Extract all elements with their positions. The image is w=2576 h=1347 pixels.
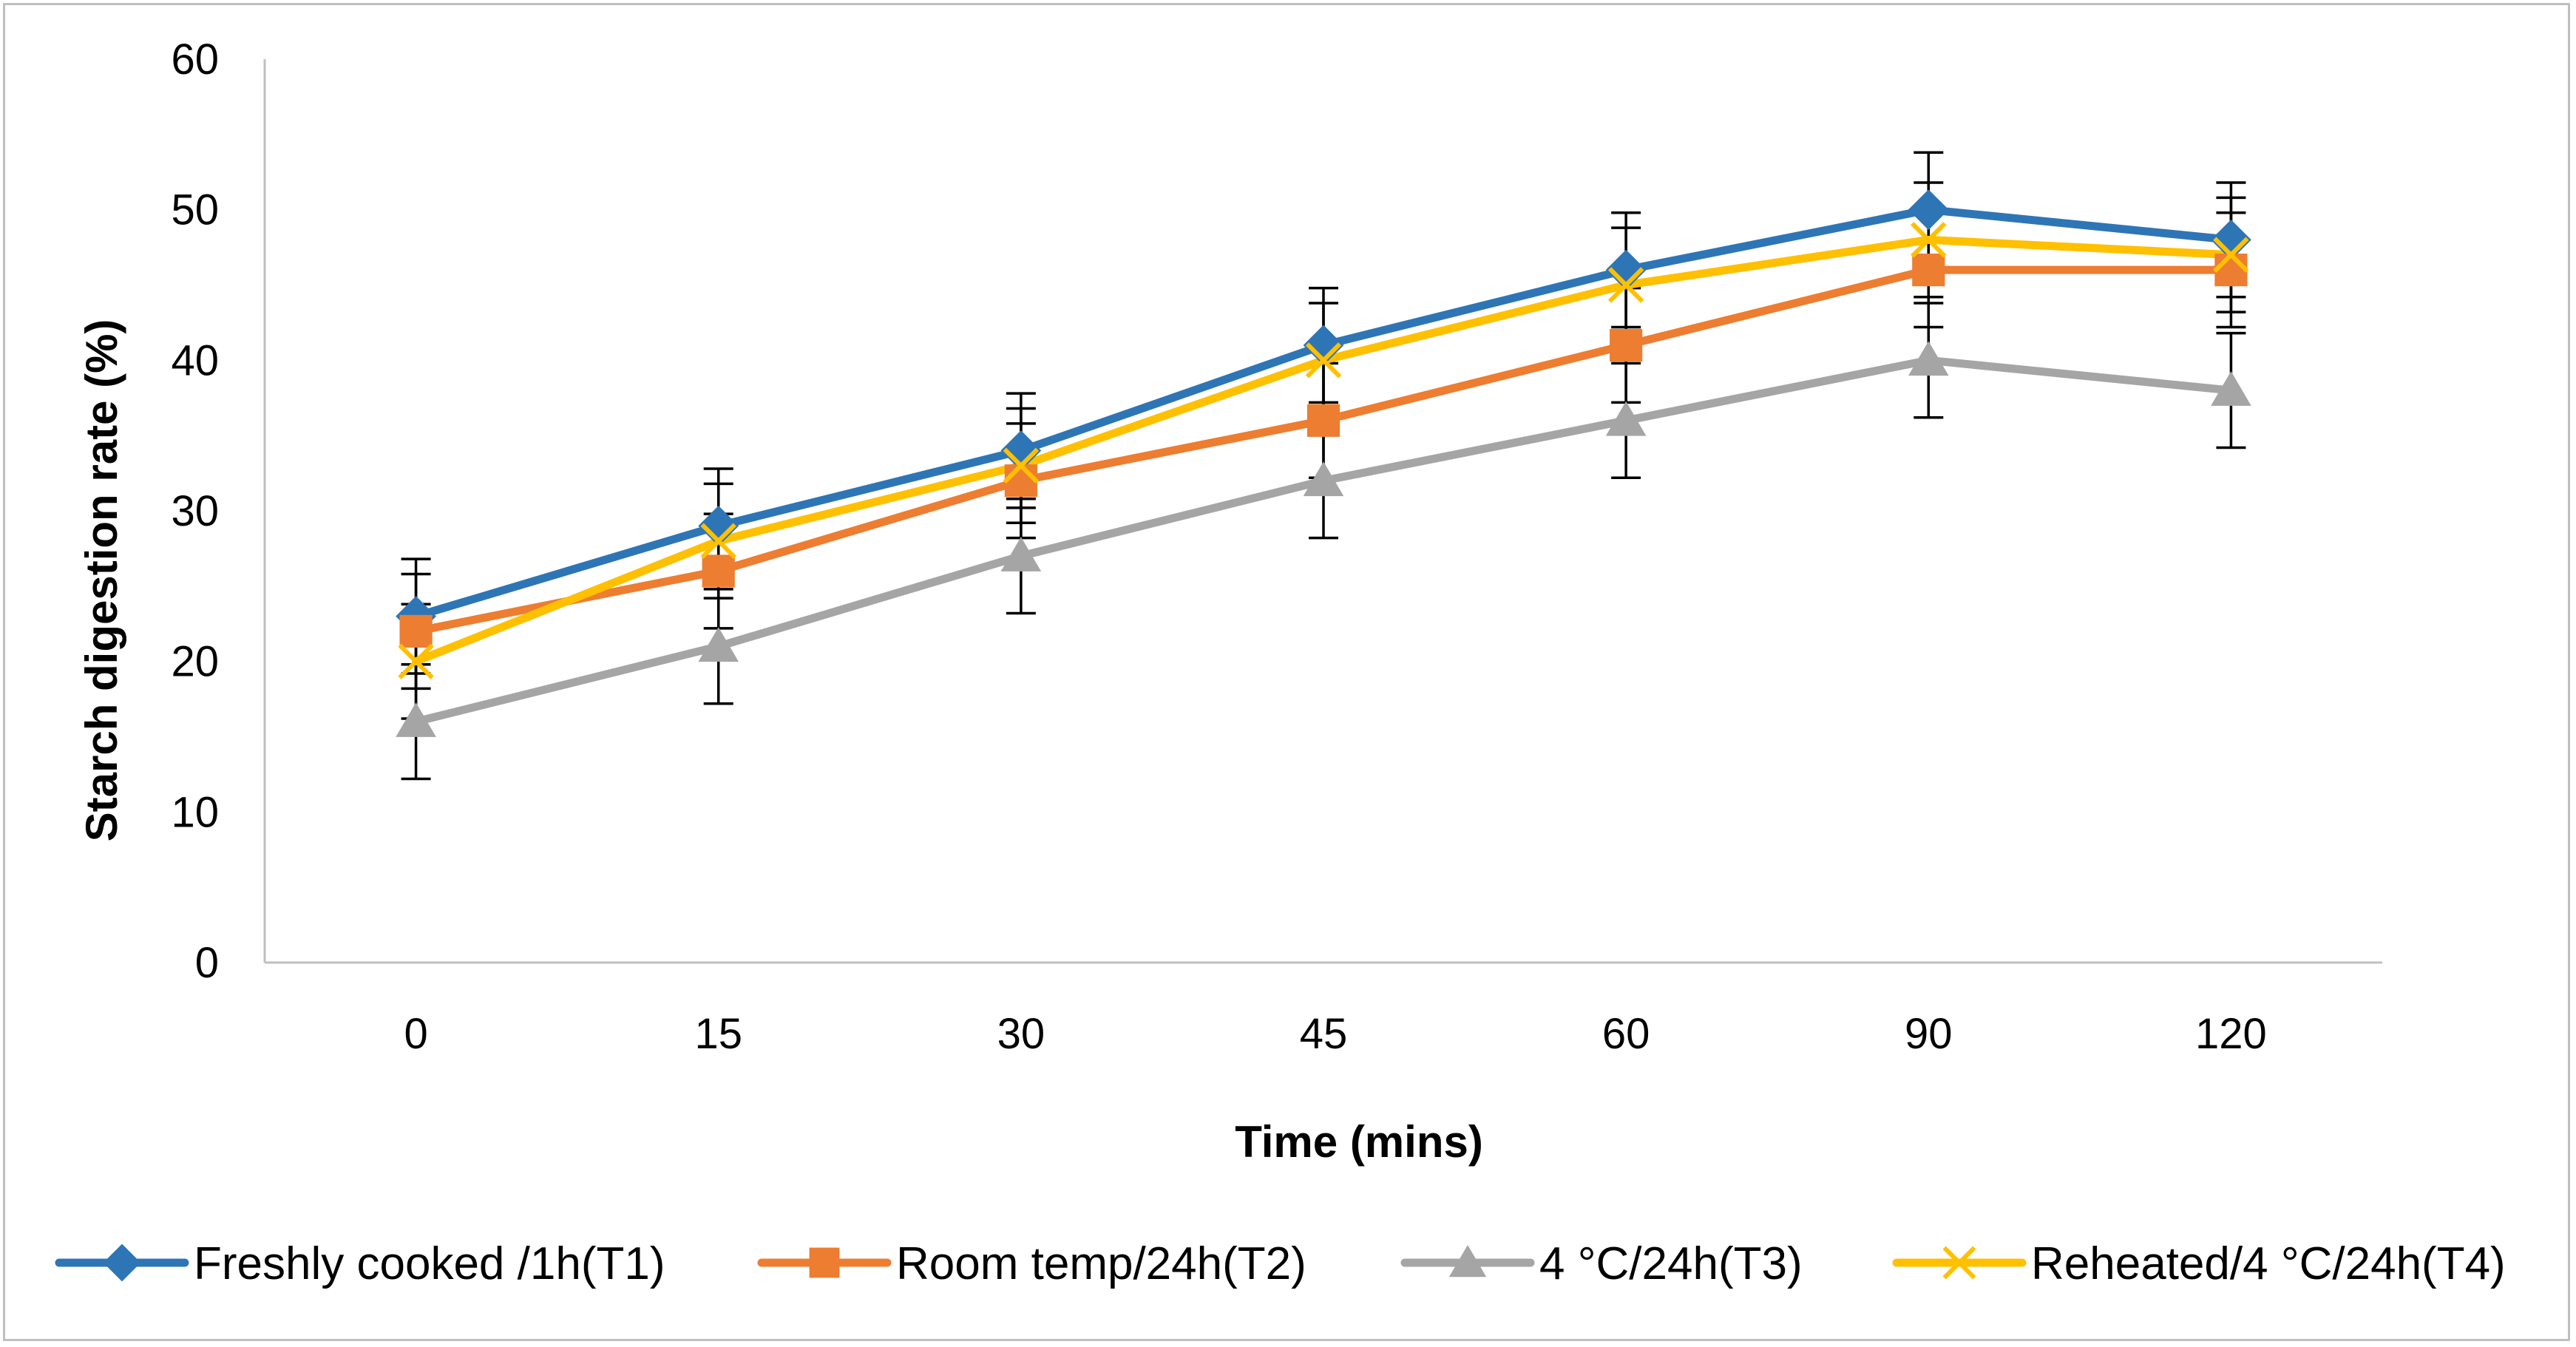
x-tick-label-120: 120 [2195,1010,2267,1058]
y-tick-label-10: 10 [171,788,219,836]
marker-s4-90 [1911,222,1947,258]
legend-label-1: Freshly cooked /1h(T1) [194,1238,665,1289]
marker-s2-45 [1306,404,1340,437]
marker-s1-90 [1908,189,1949,231]
y-tick-label-0: 0 [195,939,219,987]
marker-s3-90 [1908,341,1949,376]
legend-marker-4 [1942,1246,1976,1280]
x-tick-label-15: 15 [694,1010,742,1058]
y-tick-label-60: 60 [171,35,219,84]
marker-s2-60 [1610,328,1643,362]
y-axis-title: Starch digestion rate (%) [77,319,126,842]
axes: 0 10 20 30 40 50 60 0 15 30 45 60 90 120 [171,35,2382,1058]
marker-s2-0 [399,614,433,648]
legend-item-3: 4 °C/24h(T3) [1400,1238,1803,1289]
x-tick-label-90: 90 [1905,1010,1953,1058]
legend: Freshly cooked /1h(T1) Room temp/24h(T2) 4… [55,1238,2506,1289]
marker-s3-30 [1000,537,1042,571]
y-tick-label-30: 30 [171,487,219,535]
legend-label-2: Room temp/24h(T2) [896,1238,1306,1289]
legend-marker-3 [1448,1245,1487,1278]
chart-frame [3,3,2570,1341]
marker-s4-15 [700,523,736,559]
marker-s4-30 [1003,447,1040,484]
legend-item-4: Reheated/4 °C/24h(T4) [1892,1238,2506,1289]
marker-s1-45 [1303,325,1344,366]
marker-s1-60 [1605,249,1647,291]
marker-s3-15 [698,627,739,662]
marker-s4-120 [2213,237,2249,273]
legend-item-1: Freshly cooked /1h(T1) [55,1238,665,1289]
marker-s4-0 [398,643,434,679]
legend-label-4: Reheated/4 °C/24h(T4) [2031,1238,2506,1289]
marker-s2-30 [1004,464,1037,498]
marker-s1-15 [698,505,739,546]
legend-item-2: Room temp/24h(T2) [757,1238,1306,1289]
marker-s3-120 [2211,371,2251,406]
marker-s2-120 [2214,254,2248,287]
marker-s3-45 [1303,461,1344,497]
y-tick-label-50: 50 [171,186,219,234]
x-tick-label-60: 60 [1602,1010,1650,1058]
legend-label-3: 4 °C/24h(T3) [1539,1238,1803,1289]
marker-s4-45 [1305,342,1342,379]
x-tick-label-30: 30 [997,1010,1045,1058]
marker-s4-60 [1607,267,1644,303]
marker-s3-0 [396,702,436,737]
marker-s2-15 [702,554,735,588]
marker-s3-60 [1605,401,1647,436]
x-axis-title: Time (mins) [1235,1117,1483,1167]
marker-s2-90 [1912,254,1945,287]
y-tick-label-40: 40 [171,336,219,384]
x-tick-label-45: 45 [1300,1010,1348,1058]
y-tick-label-20: 20 [171,638,219,686]
x-tick-label-0: 0 [404,1010,427,1058]
legend-marker-1 [103,1243,141,1282]
legend-marker-2 [809,1247,840,1278]
series-markers [396,189,2251,737]
